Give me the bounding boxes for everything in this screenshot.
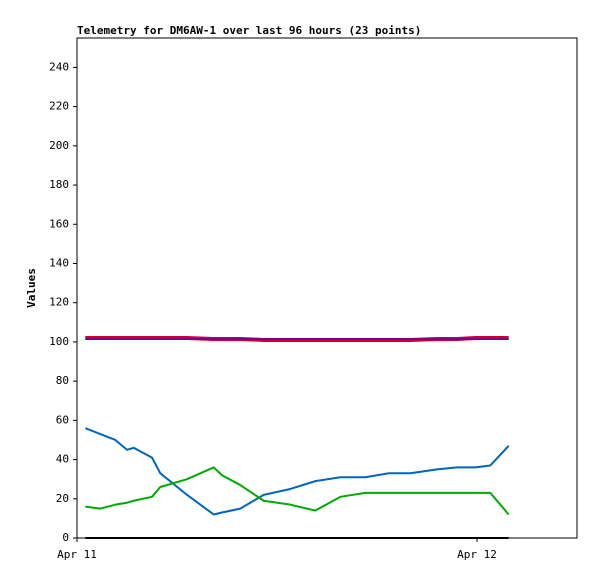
y-tick-label: 120: [49, 296, 69, 309]
y-axis-label: Values: [25, 268, 38, 308]
y-tick-label: 180: [49, 178, 69, 191]
plot-frame: [76, 37, 578, 539]
y-tick-label: 40: [56, 453, 69, 466]
y-tick-label: 240: [49, 60, 69, 73]
y-tick-label: 100: [49, 335, 69, 348]
series-line: [84, 427, 510, 516]
y-tick-label: 160: [49, 217, 69, 230]
chart-title: Telemetry for DM6AW-1 over last 96 hours…: [77, 24, 421, 37]
series-line: [85, 466, 510, 516]
y-tick-label: 200: [49, 139, 69, 152]
y-tick-label: 80: [56, 374, 69, 387]
x-tick-label: Apr 12: [457, 548, 497, 561]
y-tick-label: 0: [62, 531, 69, 544]
y-tick-label: 140: [49, 256, 69, 269]
y-tick-label: 20: [56, 492, 69, 505]
x-tick-label: Apr 11: [57, 548, 97, 561]
y-tick-label: 60: [56, 413, 69, 426]
y-tick-label: 220: [49, 100, 69, 113]
